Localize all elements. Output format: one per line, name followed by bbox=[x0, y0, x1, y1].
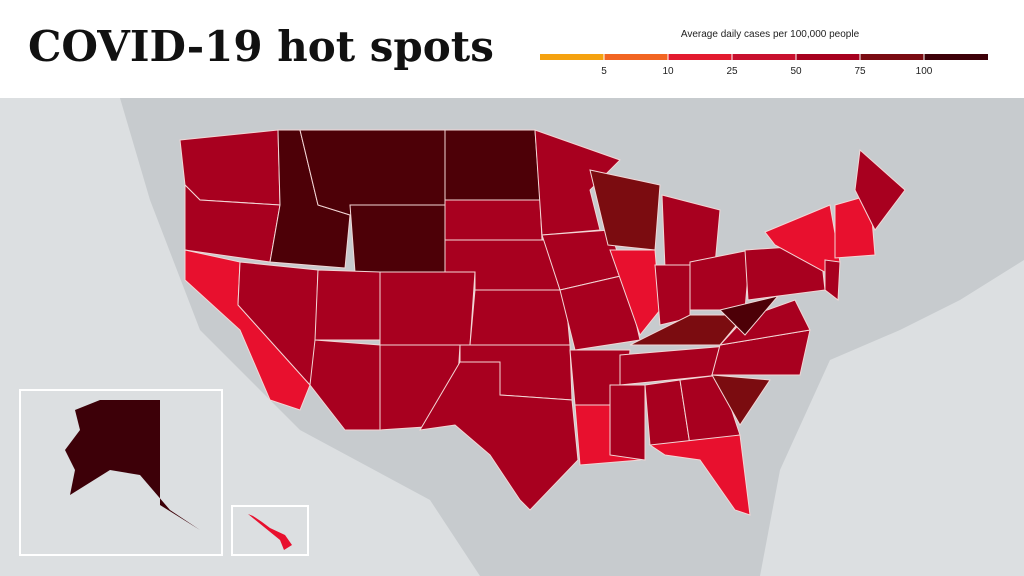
state bbox=[179, 129, 281, 206]
legend-tick-label: 5 bbox=[601, 66, 607, 77]
state bbox=[711, 374, 771, 426]
state bbox=[719, 295, 780, 336]
map bbox=[0, 98, 1024, 576]
state bbox=[309, 339, 381, 431]
state bbox=[654, 264, 691, 326]
state bbox=[299, 129, 446, 216]
state bbox=[314, 269, 381, 341]
legend-tick-label: 75 bbox=[854, 66, 866, 77]
state bbox=[718, 299, 811, 346]
state bbox=[349, 204, 446, 273]
state bbox=[444, 199, 543, 241]
legend-segment bbox=[924, 54, 988, 60]
state bbox=[534, 129, 621, 236]
legend-segment bbox=[540, 54, 604, 60]
state bbox=[854, 148, 906, 231]
state bbox=[609, 384, 646, 461]
legend-segment bbox=[860, 54, 924, 60]
state bbox=[469, 289, 571, 346]
legend-segment bbox=[604, 54, 668, 60]
state bbox=[648, 434, 751, 516]
legend: Average daily cases per 100,000 people 5… bbox=[540, 29, 988, 77]
states bbox=[179, 129, 906, 516]
legend-tick-label: 10 bbox=[662, 66, 674, 77]
legend-tick-label: 50 bbox=[790, 66, 802, 77]
legend-tick-label: 25 bbox=[726, 66, 738, 77]
legend-segment bbox=[668, 54, 732, 60]
state bbox=[248, 514, 292, 550]
state bbox=[444, 129, 541, 201]
state bbox=[379, 271, 476, 346]
state bbox=[65, 400, 200, 530]
title: COVID-19 hot spots bbox=[28, 22, 494, 71]
state bbox=[419, 361, 579, 511]
legend-tick-label: 100 bbox=[916, 66, 933, 77]
legend-segment bbox=[732, 54, 796, 60]
legend-segment bbox=[796, 54, 860, 60]
state bbox=[824, 259, 841, 301]
legend-title: Average daily cases per 100,000 people bbox=[681, 29, 860, 40]
